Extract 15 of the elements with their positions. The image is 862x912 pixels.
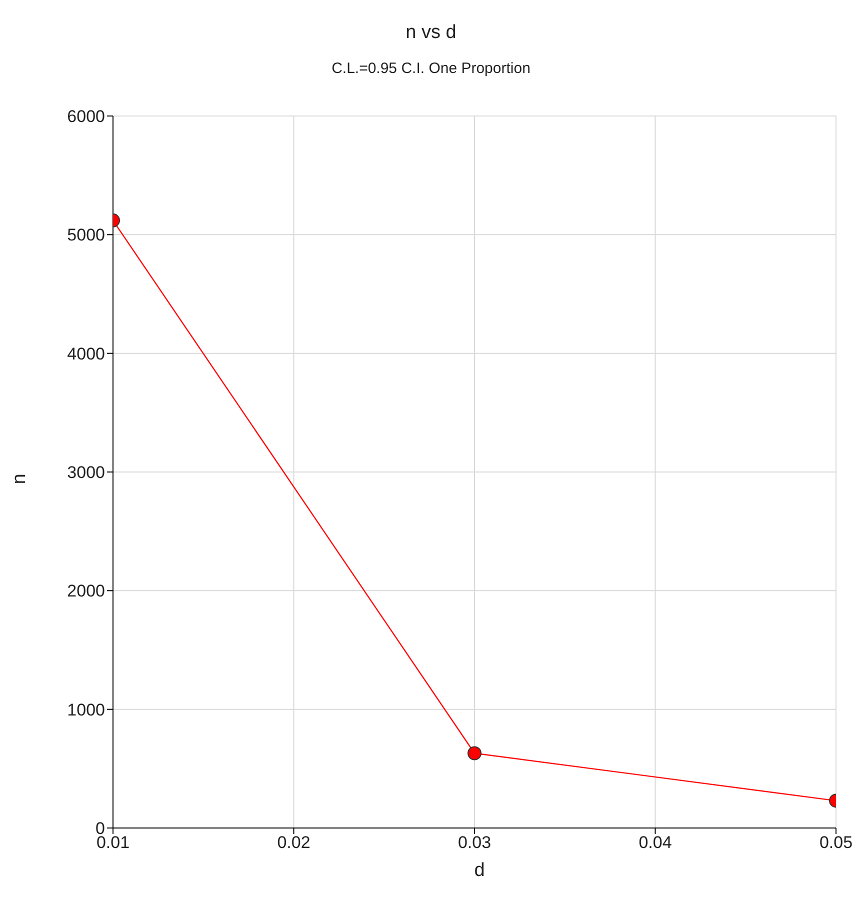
chart-title: n vs d: [404, 22, 458, 44]
y-axis-title: n: [9, 472, 31, 486]
x-tick-label: 0.02: [277, 833, 310, 852]
x-tick-label: 0.01: [96, 833, 130, 852]
y-tick-label: 5000: [67, 226, 105, 245]
x-axis-title: d: [473, 860, 486, 882]
chart-subtitle: C.L.=0.95 C.I. One Proportion: [330, 60, 532, 77]
x-tick-label: 0.03: [458, 833, 492, 852]
y-tick-label: 2000: [67, 582, 105, 601]
y-tick-label: 3000: [67, 463, 105, 482]
y-tick-label: 1000: [67, 700, 105, 720]
x-tick-label: 0.04: [638, 833, 672, 852]
x-tick-label: 0.05: [819, 833, 853, 852]
y-tick-label: 6000: [67, 107, 105, 126]
y-tick-label: 4000: [67, 344, 105, 364]
